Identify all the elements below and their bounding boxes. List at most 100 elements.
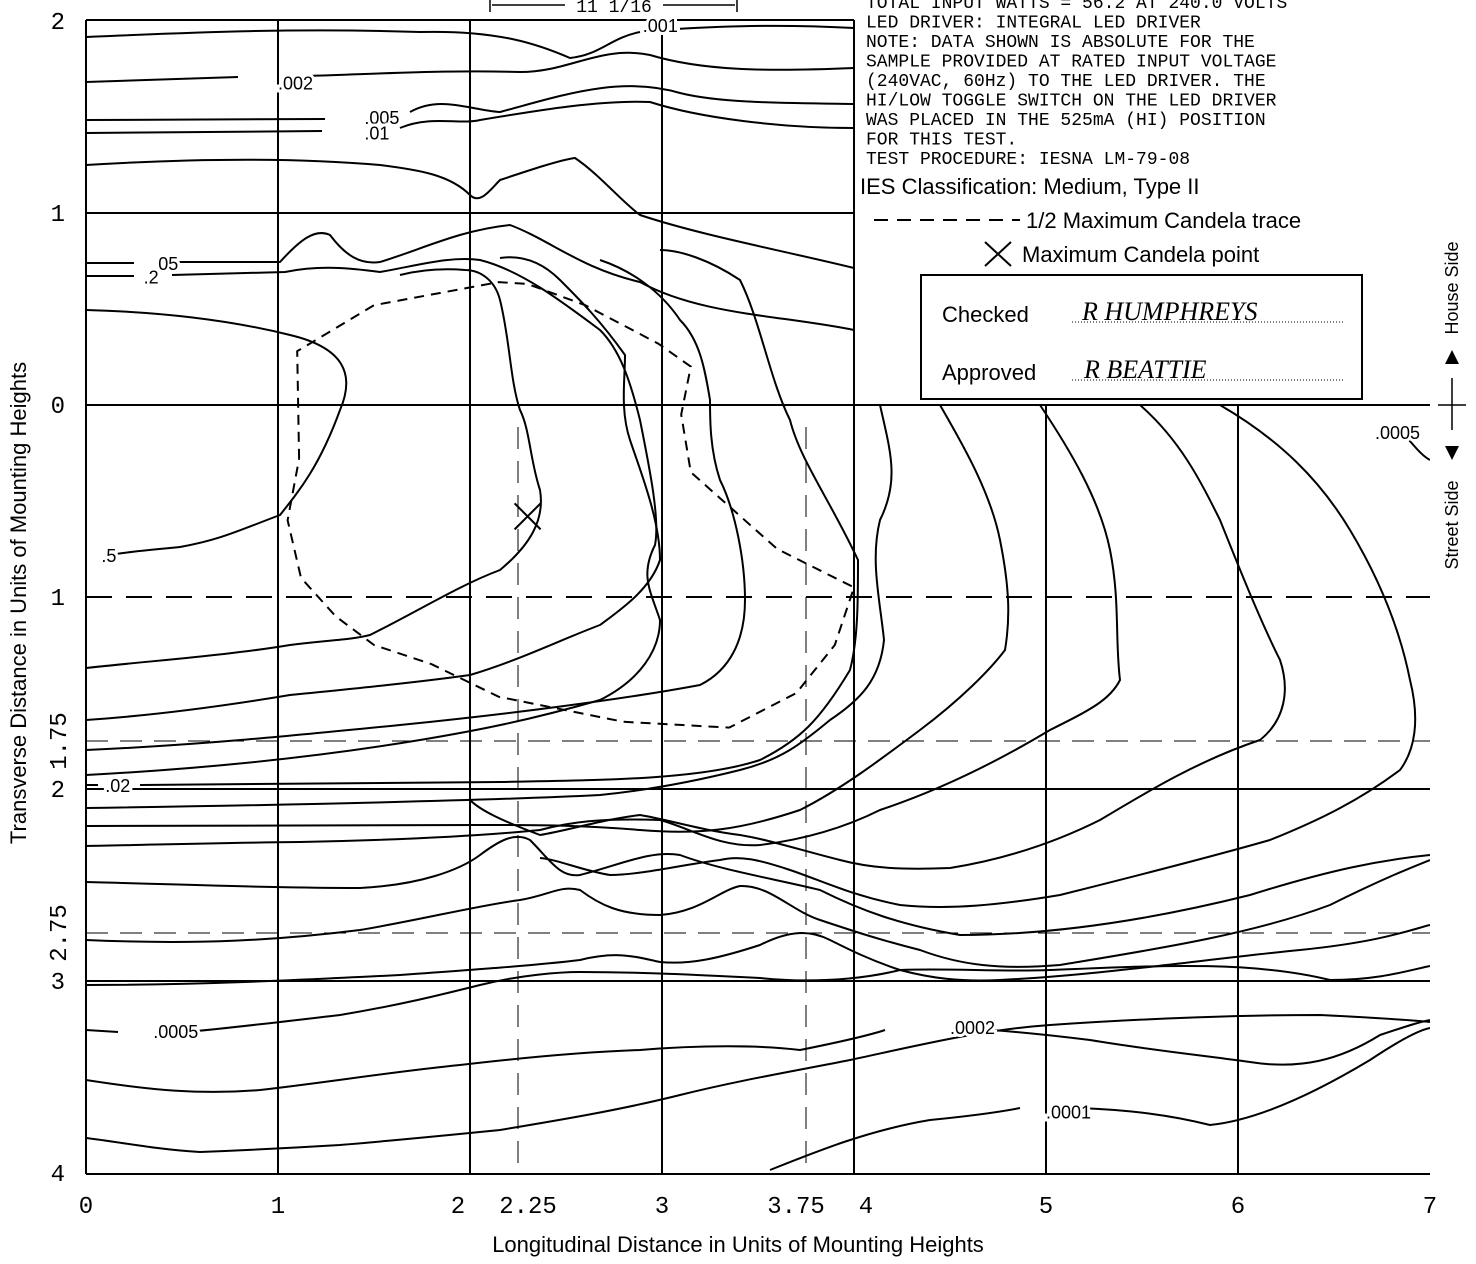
contour-line <box>139 249 860 786</box>
x-tick-label: 7 <box>1423 1194 1437 1221</box>
contour-line <box>659 24 855 31</box>
y-tick-labels: 2 1 0 1 1.75 2 2.75 3 4 <box>47 10 74 1189</box>
contour-label: .0005 <box>1375 423 1420 443</box>
approved-label: Approved <box>942 360 1036 385</box>
ies-classification: IES Classification: Medium, Type II <box>860 174 1200 199</box>
contour-line <box>86 29 641 60</box>
house-side-label: House Side <box>1442 241 1462 334</box>
contour-line <box>769 1107 1021 1171</box>
contour-line <box>86 404 1122 847</box>
y-tick-label: 1 <box>51 586 65 613</box>
contour-label: .0002 <box>950 1018 995 1038</box>
contour-line <box>86 859 1430 968</box>
y-axis-label: Transverse Distance in Units of Mounting… <box>6 362 31 844</box>
contour-line <box>409 85 855 114</box>
contour-line <box>86 76 239 83</box>
test-note-line: TOTAL INPUT WATTS = 56.2 AT 240.0 VOLTS <box>866 0 1287 14</box>
test-note-line: NOTE: DATA SHOWN IS ABSOLUTE FOR THE <box>866 33 1255 53</box>
contour-line <box>86 256 662 721</box>
test-note-line: (240VAC, 60Hz) TO THE LED DRIVER. THE <box>866 72 1266 92</box>
contour-line <box>86 1029 886 1093</box>
contour-line <box>539 404 1417 908</box>
contour-line <box>86 130 323 134</box>
test-notes: TOTAL INPUT WATTS = 56.2 AT 240.0 VOLTSL… <box>866 0 1287 170</box>
y-tick-label: 3 <box>51 970 65 997</box>
contour-label: .02 <box>105 776 130 796</box>
y-tick-label: 0 <box>51 394 65 421</box>
contour-label: .0001 <box>1046 1103 1091 1123</box>
x-tick-label: 2 <box>451 1194 465 1221</box>
house-side-arrow-icon <box>1445 350 1459 364</box>
max-point-stroke <box>513 502 542 531</box>
contour-label: .01 <box>364 123 389 143</box>
contour-line <box>959 1019 1430 1066</box>
contour-label: .2 <box>144 267 159 287</box>
y-tick-label: 2 <box>51 778 65 805</box>
x-axis-label: Longitudinal Distance in Units of Mounti… <box>492 1232 984 1257</box>
street-side-label: Street Side <box>1442 480 1462 569</box>
contour-line <box>86 156 855 269</box>
x-tick-label: 0 <box>79 1194 93 1221</box>
y-tick-label: 2 <box>51 10 65 37</box>
contour-lines <box>86 24 1430 1171</box>
signoff-box: Checked R HUMPHREYS Approved R BEATTIE <box>920 274 1363 400</box>
contour-line <box>86 835 1430 937</box>
x-tick-label: 3 <box>655 1194 669 1221</box>
contour-label: .5 <box>101 546 116 566</box>
x-tick-label: 4 <box>859 1194 873 1221</box>
x-tick-label: 5 <box>1039 1194 1053 1221</box>
contour-line <box>86 1029 119 1033</box>
contour-line <box>86 118 326 121</box>
contour-labels: .001 .002 .005.01 .05.2 .5 .02 .0005 .0002 .0001… <box>98 13 1423 1126</box>
contour-label: .001 <box>643 16 678 36</box>
contour-line <box>86 309 348 556</box>
contour-label: .002 <box>278 73 313 93</box>
contour-line <box>86 258 662 776</box>
contour-label: .05 <box>153 254 178 274</box>
legend-max-point-label: Maximum Candela point <box>1022 242 1259 267</box>
test-note-line: FOR THIS TEST. <box>866 131 1017 151</box>
y-tick-label: 2.75 <box>47 904 74 962</box>
test-note-line: TEST PROCEDURE: IESNA LM-79-08 <box>866 150 1190 170</box>
checked-name: R HUMPHREYS <box>1081 297 1257 326</box>
x-tick-label: 1 <box>271 1194 285 1221</box>
dimension-label: 11 1/16 <box>576 0 652 18</box>
x-tick-labels: 0 1 2 2.25 3 3.75 4 5 6 7 <box>79 1194 1437 1221</box>
contour-label: .0005 <box>153 1022 198 1042</box>
y-tick-label: 1 <box>51 202 65 229</box>
test-note-line: WAS PLACED IN THE 525mA (HI) POSITION <box>866 111 1266 131</box>
legend-half-max-label: 1/2 Maximum Candela trace <box>1026 208 1301 233</box>
approved-name: R BEATTIE <box>1083 355 1207 384</box>
contour-line <box>172 223 855 331</box>
contour-line <box>86 404 1010 833</box>
side-indicator: House Side Street Side <box>1438 241 1466 570</box>
contour-line <box>86 924 1430 986</box>
legend-x-icon <box>984 241 1012 267</box>
x-tick-label: 6 <box>1231 1194 1245 1221</box>
contour-line <box>86 268 542 669</box>
contour-line <box>305 51 855 77</box>
contour-line <box>1399 429 1430 461</box>
street-side-arrow-icon <box>1445 446 1459 460</box>
contour-line <box>399 100 855 129</box>
test-note-line: HI/LOW TOGGLE SWITCH ON THE LED DRIVER <box>866 92 1277 112</box>
y-tick-label: 4 <box>51 1162 65 1189</box>
contour-line <box>186 964 1430 1033</box>
test-note-line: LED DRIVER: INTEGRAL LED DRIVER <box>866 14 1201 34</box>
half-max-candela-trace <box>286 281 856 729</box>
x-tick-label: 3.75 <box>767 1194 825 1221</box>
contour-line <box>86 1013 1430 1154</box>
checked-label: Checked <box>942 302 1029 327</box>
test-note-line: SAMPLE PROVIDED AT RATED INPUT VOLTAGE <box>866 53 1276 73</box>
y-tick-label: 1.75 <box>47 712 74 770</box>
contour-line <box>86 404 893 809</box>
dimension-indicator: 11 1/16 <box>489 0 738 18</box>
contour-line <box>469 404 1286 870</box>
contour-label: .005 <box>364 108 399 128</box>
grid-lines <box>85 19 1430 1175</box>
contour-line <box>1079 1027 1430 1127</box>
max-candela-marker <box>513 502 542 531</box>
contour-line <box>86 259 747 751</box>
x-tick-label: 2.25 <box>499 1194 557 1221</box>
